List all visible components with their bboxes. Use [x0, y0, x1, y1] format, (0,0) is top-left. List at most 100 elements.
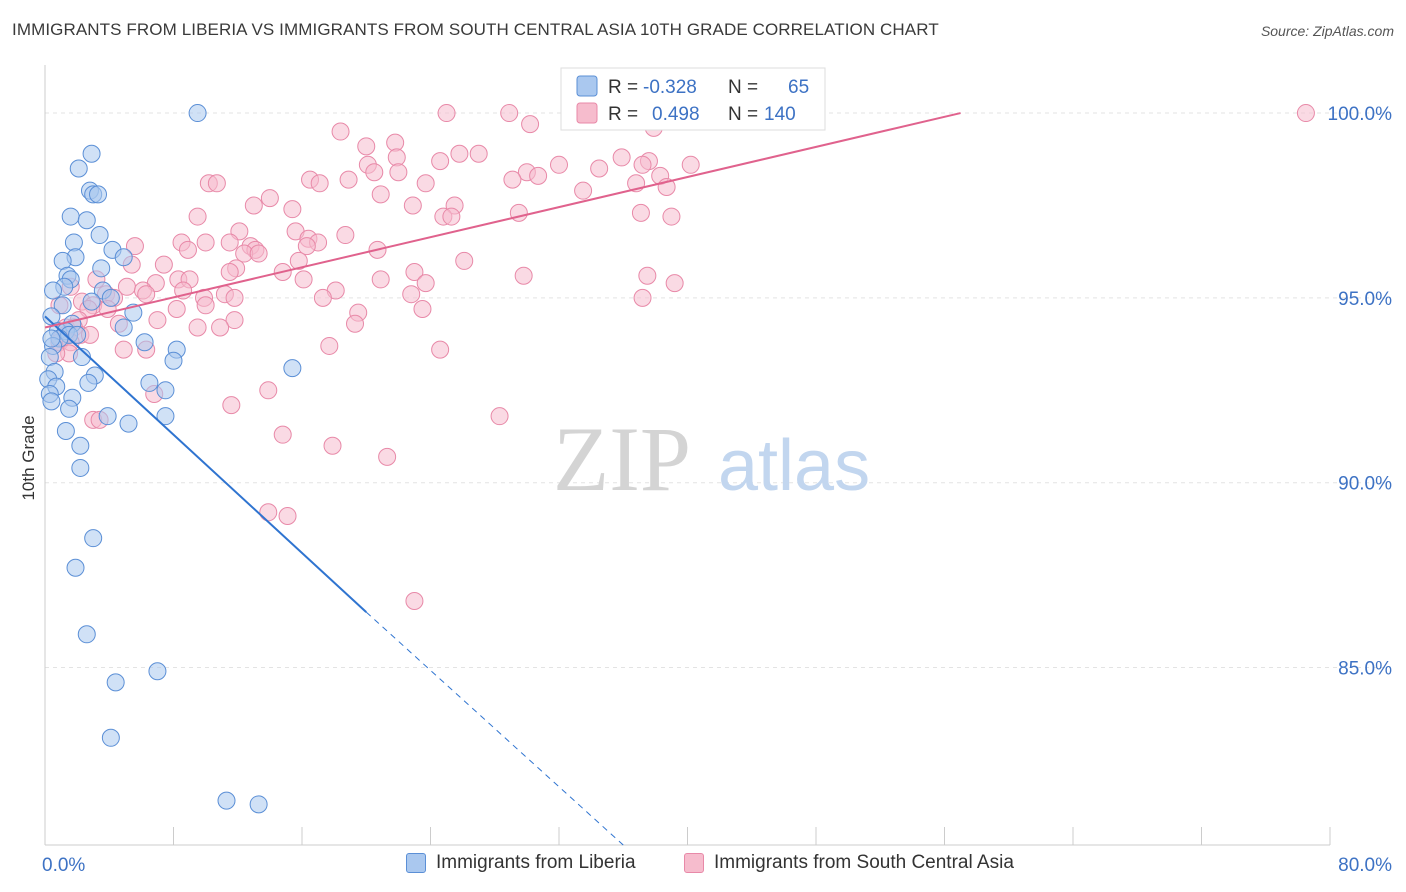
legend-swatch-liberia [576, 75, 598, 97]
data-point-liberia [114, 318, 133, 337]
data-point-liberia [217, 791, 236, 810]
data-point-asia [289, 251, 308, 270]
data-point-asia [413, 299, 432, 318]
data-point-asia [405, 592, 424, 611]
data-point-liberia [101, 728, 120, 747]
legend-n-value-liberia: 65 [788, 77, 809, 98]
data-point-asia [259, 503, 278, 522]
data-point-asia [469, 144, 488, 163]
data-point-asia [331, 122, 350, 141]
data-point-asia [633, 155, 652, 174]
data-point-asia [378, 447, 397, 466]
data-point-asia [371, 270, 390, 289]
data-point-asia [188, 318, 207, 337]
legend-n-label-asia: N = [728, 104, 758, 125]
data-point-asia [336, 226, 355, 245]
data-point-asia [521, 115, 540, 134]
data-point-liberia [77, 211, 96, 230]
data-point-asia [278, 506, 297, 525]
legend-r-label-liberia: R = [608, 77, 638, 98]
data-point-liberia [148, 662, 167, 681]
data-point-asia [167, 299, 186, 318]
data-point-asia [389, 163, 408, 182]
data-point-asia [662, 207, 681, 226]
data-point-liberia [156, 407, 175, 426]
data-point-asia [681, 155, 700, 174]
legend-item-asia: Immigrants from South Central Asia [684, 852, 1014, 874]
data-point-liberia [71, 458, 90, 477]
data-point-asia [294, 270, 313, 289]
trend-line-liberia-extension [365, 611, 624, 846]
data-point-asia [244, 196, 263, 215]
data-point-asia [503, 170, 522, 189]
data-point-asia [222, 396, 241, 415]
data-point-asia [211, 318, 230, 337]
data-point-asia [431, 340, 450, 359]
legend-swatch-asia [576, 102, 598, 124]
data-point-asia [416, 174, 435, 193]
data-point-liberia [140, 373, 159, 392]
watermark: ZIP atlas [553, 408, 870, 510]
legend-top: R = -0.328 N = 65 R = 0.498 N = 140 [560, 67, 826, 131]
data-point-asia [310, 174, 329, 193]
data-point-asia [450, 144, 469, 163]
data-point-asia [403, 196, 422, 215]
data-point-asia [137, 285, 156, 304]
data-point-liberia [44, 281, 63, 300]
data-point-asia [529, 166, 548, 185]
data-point-asia [154, 255, 173, 274]
trend-line-asia [44, 112, 961, 329]
legend-label-asia: Immigrants from South Central Asia [714, 852, 1014, 873]
data-point-liberia [89, 185, 108, 204]
y-tick-label: 100.0% [1328, 104, 1393, 125]
data-point-liberia [188, 104, 207, 123]
data-point-asia [249, 244, 268, 263]
data-point-asia [631, 203, 650, 222]
data-point-asia [148, 311, 167, 330]
data-point-asia [339, 170, 358, 189]
series-liberia [39, 104, 302, 814]
data-point-liberia [98, 407, 117, 426]
legend-r-value-asia: 0.498 [652, 104, 700, 125]
data-point-liberia [61, 207, 80, 226]
data-point-liberia [114, 248, 133, 267]
data-point-asia [178, 240, 197, 259]
chart-title: IMMIGRANTS FROM LIBERIA VS IMMIGRANTS FR… [12, 20, 939, 39]
data-point-asia [320, 336, 339, 355]
data-point-asia [225, 288, 244, 307]
data-point-asia [1296, 104, 1315, 123]
data-point-asia [357, 137, 376, 156]
data-point-liberia [283, 359, 302, 378]
data-point-liberia [101, 288, 120, 307]
data-point-asia [125, 237, 144, 256]
data-point-asia [490, 407, 509, 426]
trend-line-liberia [44, 315, 367, 613]
data-point-asia [188, 207, 207, 226]
data-point-asia [402, 285, 421, 304]
data-point-liberia [90, 226, 109, 245]
data-point-liberia [82, 144, 101, 163]
data-point-liberia [106, 673, 125, 692]
y-axis-label: 10th Grade [19, 415, 38, 500]
legend-r-value-liberia: -0.328 [643, 77, 697, 98]
data-point-liberia [56, 421, 75, 440]
data-point-asia [638, 266, 657, 285]
data-point-asia [514, 266, 533, 285]
data-point-asia [442, 207, 461, 226]
data-point-asia [207, 174, 226, 193]
y-tick-label: 85.0% [1338, 659, 1392, 680]
data-point-asia [260, 189, 279, 208]
data-point-asia [590, 159, 609, 178]
data-point-liberia [71, 436, 90, 455]
data-point-liberia [156, 381, 175, 400]
data-point-liberia [119, 414, 138, 433]
data-point-asia [323, 436, 342, 455]
data-point-liberia [92, 259, 111, 278]
data-point-asia [196, 233, 215, 252]
data-point-asia [313, 288, 332, 307]
data-point-asia [371, 185, 390, 204]
data-point-asia [416, 274, 435, 293]
legend-n-value-asia: 140 [764, 104, 796, 125]
data-point-asia [574, 181, 593, 200]
data-point-asia [633, 288, 652, 307]
